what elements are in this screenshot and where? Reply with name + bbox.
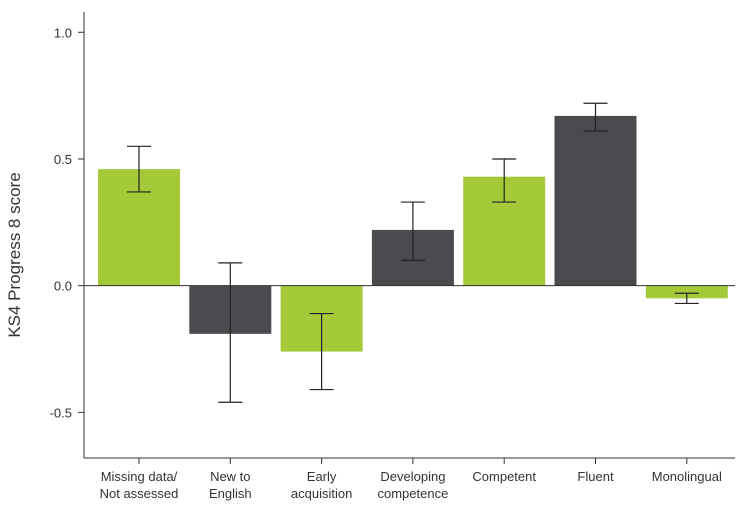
error-bar — [674, 292, 699, 305]
x-ticks-layer: Missing data/Not assessed New to English Ea… — [100, 458, 722, 501]
x-tick-label: Fluent — [577, 469, 614, 484]
error-bar — [492, 158, 517, 203]
error-bar — [127, 145, 151, 193]
x-tick-label: Competent — [472, 469, 536, 484]
y-tick-label: 0.0 — [54, 279, 72, 294]
x-tick-label: New to English — [209, 469, 252, 501]
x-tick-label: Monolingual — [652, 469, 722, 484]
x-tick-label: Early acquisition — [291, 469, 352, 501]
y-tick-label: 0.5 — [54, 152, 72, 167]
y-tick-label: 1.0 — [54, 25, 72, 40]
error-bar — [400, 201, 425, 261]
error-bar — [309, 312, 334, 391]
bar — [554, 115, 637, 286]
error-bar — [583, 102, 608, 132]
bar — [645, 285, 728, 299]
y-tick-label: -0.5 — [50, 405, 72, 420]
x-tick-label: Developing competence — [377, 469, 448, 501]
x-tick-label: Missing data/Not assessed — [100, 469, 179, 501]
y-ticks-layer: 1.0 0.5 0.0 -0.5 — [50, 25, 84, 420]
y-axis-title: KS4 Progress 8 score — [5, 172, 24, 337]
